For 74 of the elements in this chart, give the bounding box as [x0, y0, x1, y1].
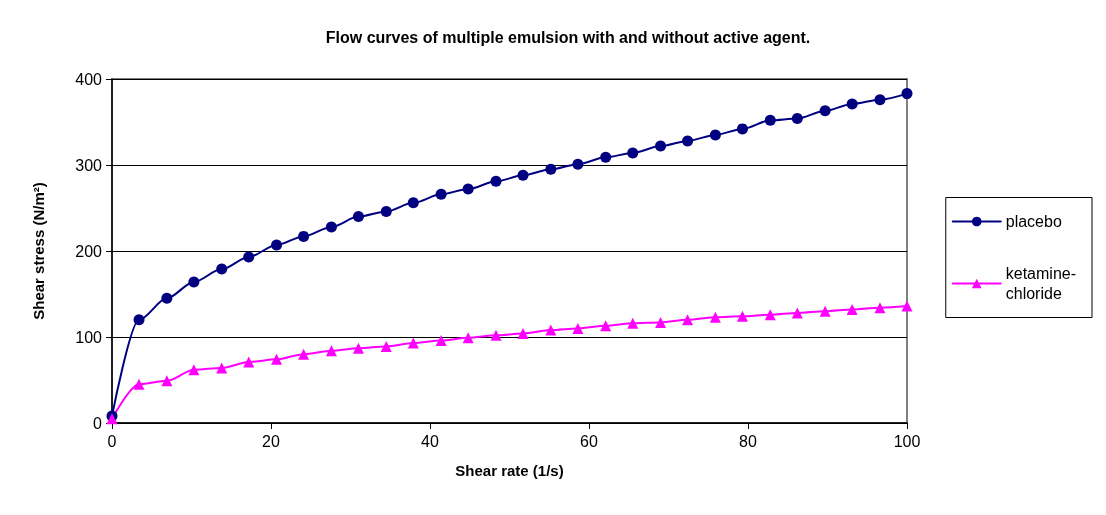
point [655, 316, 667, 328]
y-axis-title: Shear stress (N/m²) [30, 182, 47, 320]
chart-title: Flow curves of multiple emulsion with and without active agent. [325, 28, 811, 46]
y-tick-label: 200 [75, 242, 103, 260]
y-tick-label: 100 [75, 328, 103, 346]
point [435, 188, 447, 200]
x-tick-label: 100 [893, 432, 921, 450]
y-tick-label: 0 [93, 414, 103, 432]
point [819, 105, 831, 117]
x-tick-label: 0 [107, 432, 117, 450]
point [627, 147, 639, 159]
point [627, 317, 639, 329]
x-tick-label: 20 [262, 432, 280, 450]
point [874, 302, 886, 314]
point [435, 334, 447, 346]
point [298, 348, 310, 360]
x-tick-label: 40 [421, 432, 439, 450]
point [133, 378, 145, 390]
x-tick-label: 60 [580, 432, 598, 450]
point [846, 98, 858, 110]
x-axis-title: Shear rate (1/s) [455, 462, 564, 479]
point [216, 263, 228, 275]
point [325, 345, 337, 357]
point [380, 340, 392, 352]
legend-label: ketamine-chloride [1005, 265, 1076, 302]
point [764, 114, 776, 126]
y-tick-label: 300 [75, 156, 103, 174]
point [188, 364, 200, 376]
point [791, 113, 803, 125]
point [462, 183, 474, 195]
point [188, 276, 200, 288]
point [517, 328, 529, 340]
legend-label: placebo [1005, 213, 1062, 230]
point [545, 163, 557, 175]
point [271, 239, 283, 251]
point [572, 158, 584, 170]
y-tick-label: 400 [75, 70, 103, 88]
point [709, 129, 721, 141]
point [352, 342, 364, 354]
point [161, 375, 173, 387]
point [271, 353, 283, 365]
point [736, 123, 748, 135]
point [462, 332, 474, 344]
point [764, 309, 776, 321]
point [380, 205, 392, 217]
point [572, 322, 584, 334]
point [407, 197, 419, 209]
point [490, 329, 502, 341]
point [682, 135, 694, 147]
point [133, 314, 145, 326]
point [846, 303, 858, 315]
point [819, 305, 831, 317]
point [325, 221, 337, 233]
point [709, 311, 721, 323]
point [791, 307, 803, 319]
point [490, 175, 502, 187]
point [682, 314, 694, 326]
point [874, 94, 886, 106]
point [352, 211, 364, 223]
point [216, 362, 228, 374]
point [243, 251, 255, 263]
point [600, 320, 612, 332]
point [545, 324, 557, 336]
point [243, 356, 255, 368]
x-tick-label: 80 [739, 432, 757, 450]
point [161, 292, 173, 304]
point [600, 151, 612, 163]
point [655, 140, 667, 152]
point [407, 337, 419, 349]
point [901, 300, 913, 312]
point [736, 310, 748, 322]
point [901, 88, 913, 100]
point [298, 230, 310, 242]
point [517, 169, 529, 181]
